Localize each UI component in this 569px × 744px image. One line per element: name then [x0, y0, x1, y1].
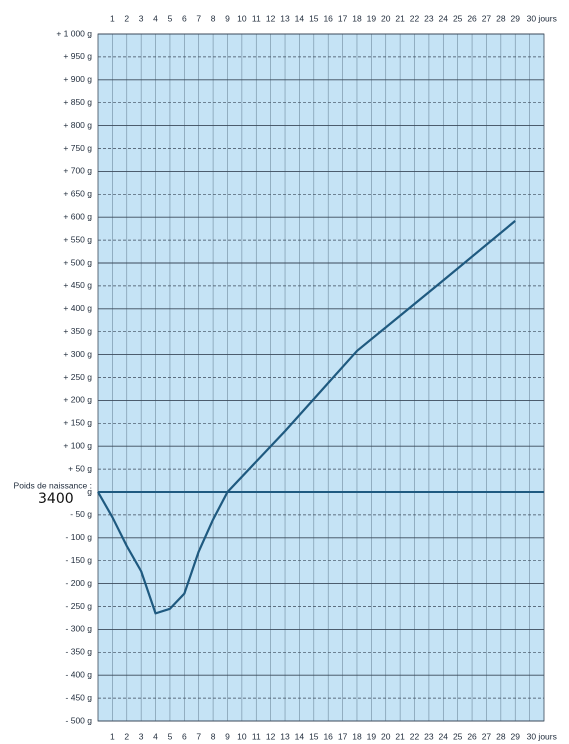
y-tick-label: - 300 g	[66, 624, 93, 634]
x-tick-label: 18	[352, 731, 362, 741]
x-tick-label: 23	[424, 13, 434, 23]
x-tick-label: 27	[482, 731, 492, 741]
y-tick-label: + 800 g	[63, 120, 92, 130]
y-tick-label: + 750 g	[63, 143, 92, 153]
x-tick-label: 4	[153, 731, 158, 741]
x-tick-label: 23	[424, 731, 434, 741]
y-tick-label: + 700 g	[63, 166, 92, 176]
y-tick-label: + 650 g	[63, 189, 92, 199]
y-tick-label: + 300 g	[63, 349, 92, 359]
x-tick-label: 9	[225, 731, 230, 741]
y-tick-label: + 950 g	[63, 51, 92, 61]
x-tick-label: 5	[168, 731, 173, 741]
x-tick-label: 24	[439, 731, 449, 741]
x-tick-label: 25	[453, 731, 463, 741]
data-line	[97, 220, 516, 615]
x-tick-label: 29	[510, 13, 520, 23]
x-tick-label: 9	[225, 13, 230, 23]
x-tick-label: 27	[482, 13, 492, 23]
x-tick-label: 25	[453, 13, 463, 23]
birth-weight-label: Poids de naissance :	[14, 480, 92, 490]
x-tick-label: 29	[510, 731, 520, 741]
y-tick-label: + 500 g	[63, 257, 92, 267]
x-tick-label: 13	[280, 731, 290, 741]
x-tick-label: 22	[410, 13, 420, 23]
y-tick-label: + 450 g	[63, 280, 92, 290]
y-tick-label: - 350 g	[66, 647, 93, 657]
y-tick-label: - 400 g	[66, 669, 93, 679]
y-tick-label: + 200 g	[63, 395, 92, 405]
y-tick-label: + 900 g	[63, 74, 92, 84]
x-tick-label: 11	[252, 13, 261, 23]
x-tick-label: 1	[110, 731, 115, 741]
x-tick-label: 12	[266, 13, 276, 23]
x-tick-label: 8	[211, 13, 216, 23]
x-tick-label: 8	[211, 731, 216, 741]
x-tick-label: 15	[309, 13, 319, 23]
y-tick-label: - 150 g	[66, 555, 93, 565]
x-tick-label: 10	[237, 13, 247, 23]
y-tick-label: + 850 g	[63, 97, 92, 107]
x-tick-label: 14	[295, 731, 305, 741]
y-tick-label: - 200 g	[66, 578, 93, 588]
y-tick-label: - 250 g	[66, 601, 93, 611]
x-tick-label: 6	[182, 731, 187, 741]
y-tick-label: + 100 g	[63, 440, 92, 450]
y-tick-label: + 50 g	[68, 463, 92, 473]
x-tick-label: 14	[295, 13, 305, 23]
x-tick-label: 11	[252, 731, 261, 741]
x-tick-label: 19	[367, 731, 377, 741]
x-tick-label: 19	[367, 13, 377, 23]
x-tick-label: 7	[196, 731, 201, 741]
x-tick-label: 2	[124, 13, 129, 23]
y-tick-label: - 100 g	[66, 532, 93, 542]
y-tick-label: - 500 g	[66, 715, 93, 725]
x-tick-label: 24	[439, 13, 449, 23]
x-tick-label: 5	[168, 13, 173, 23]
y-tick-label: + 600 g	[63, 211, 92, 221]
y-tick-label: + 1 000 g	[56, 28, 92, 38]
y-tick-label: + 350 g	[63, 326, 92, 336]
x-tick-label: 17	[338, 731, 348, 741]
y-tick-label: + 400 g	[63, 303, 92, 313]
x-tick-label: 15	[309, 731, 319, 741]
x-tick-label: 6	[182, 13, 187, 23]
x-tick-label: 26	[467, 13, 477, 23]
x-tick-label: 30 jours	[527, 13, 557, 23]
x-tick-label: 13	[280, 13, 290, 23]
x-tick-label: 7	[196, 13, 201, 23]
x-tick-label: 21	[395, 13, 405, 23]
y-tick-label: + 150 g	[63, 418, 92, 428]
y-tick-label: g	[87, 486, 92, 496]
x-tick-label: 17	[338, 13, 348, 23]
x-tick-label: 3	[139, 13, 144, 23]
x-tick-label: 4	[153, 13, 158, 23]
x-tick-label: 18	[352, 13, 362, 23]
x-tick-label: 12	[266, 731, 276, 741]
birth-weight: 3400	[38, 491, 74, 507]
x-tick-label: 16	[323, 731, 333, 741]
y-tick-label: + 550 g	[63, 234, 92, 244]
x-tick-label: 10	[237, 731, 247, 741]
x-tick-label: 21	[395, 731, 405, 741]
x-tick-label: 2	[124, 731, 129, 741]
y-tick-label: + 250 g	[63, 372, 92, 382]
x-tick-label: 30 jours	[527, 731, 557, 741]
x-tick-label: 20	[381, 13, 391, 23]
x-tick-label: 28	[496, 731, 506, 741]
x-tick-label: 22	[410, 731, 420, 741]
y-tick-label: - 450 g	[66, 692, 93, 702]
x-tick-label: 20	[381, 731, 391, 741]
x-tick-label: 26	[467, 731, 477, 741]
y-tick-label: - 50 g	[70, 509, 92, 519]
x-tick-label: 16	[323, 13, 333, 23]
x-tick-label: 3	[139, 731, 144, 741]
x-tick-label: 1	[110, 13, 115, 23]
x-tick-label: 28	[496, 13, 506, 23]
